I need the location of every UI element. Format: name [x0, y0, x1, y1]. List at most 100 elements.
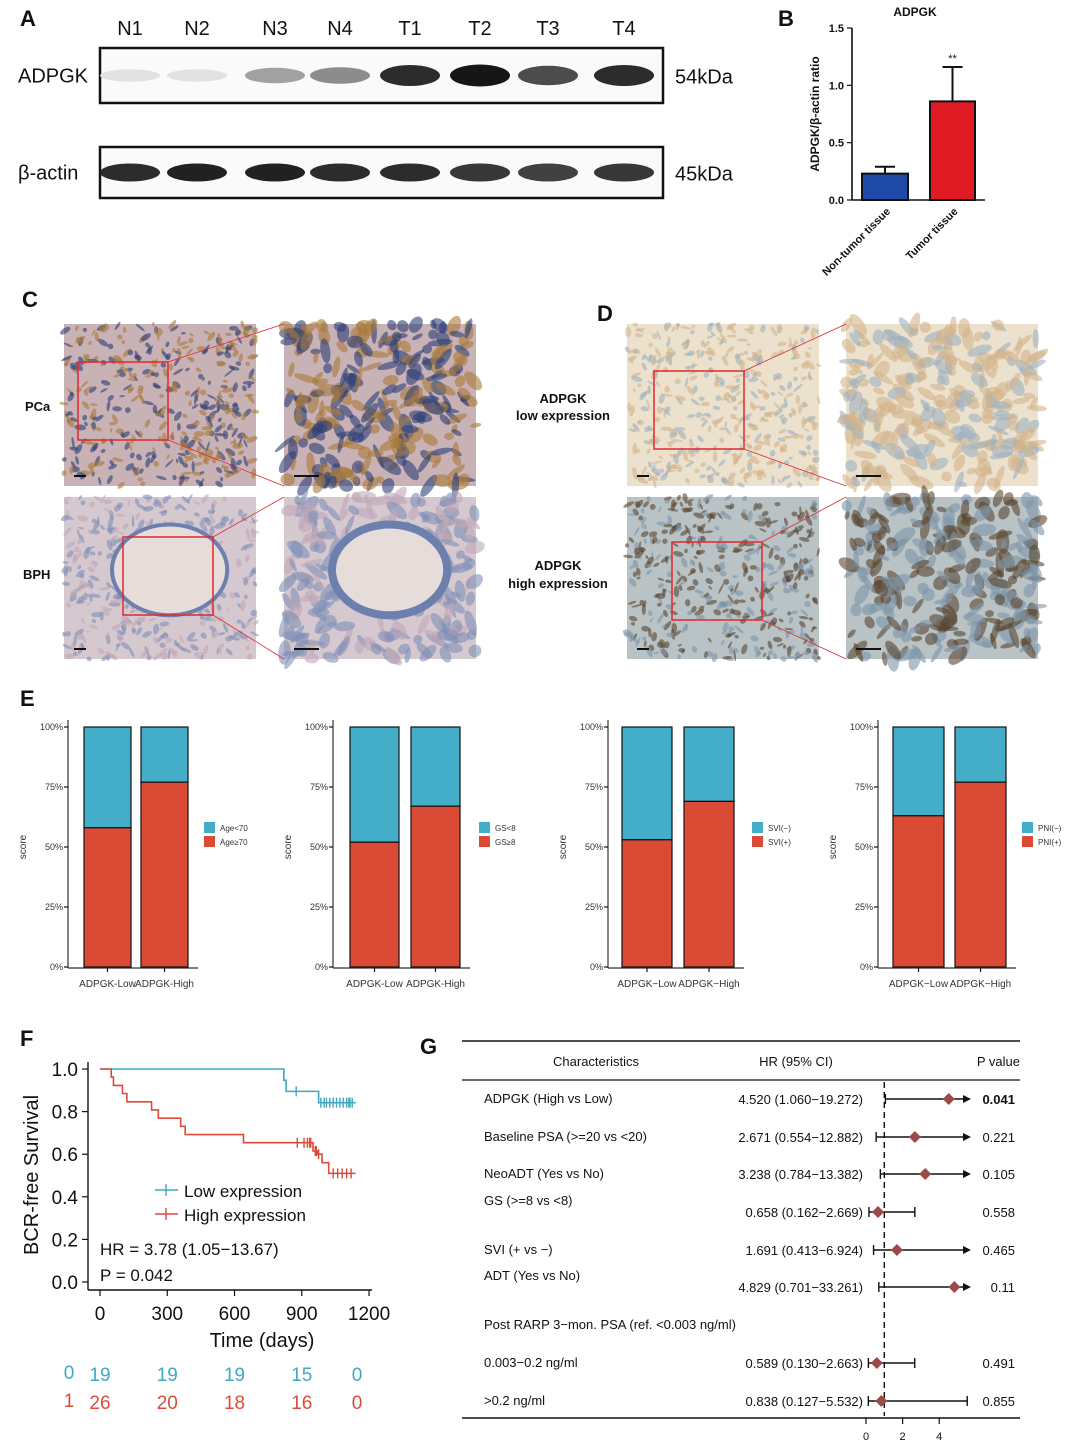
cell [77, 526, 85, 530]
cell [188, 420, 199, 427]
cell [73, 546, 80, 553]
cell [697, 538, 701, 548]
cell [200, 632, 207, 639]
cell [729, 503, 735, 509]
cell [759, 405, 766, 411]
cell [76, 569, 85, 578]
cell [656, 357, 665, 364]
cell [799, 543, 802, 548]
cell [290, 540, 303, 559]
cell [246, 435, 258, 443]
legend-label: PNI(+) [1038, 838, 1062, 847]
cell [769, 581, 779, 587]
cell [723, 394, 731, 404]
hr-ci-text: 4.829 (0.701−33.261) [738, 1280, 863, 1295]
cell [720, 640, 725, 646]
cell [281, 504, 299, 517]
cell [136, 453, 142, 461]
cell [82, 439, 92, 445]
cell [237, 336, 243, 344]
cell [628, 578, 637, 587]
cell [760, 623, 766, 632]
hr-marker [875, 1395, 888, 1407]
cell [351, 432, 365, 443]
cell [250, 609, 258, 617]
cell [671, 622, 678, 634]
cell [706, 465, 712, 471]
cell [167, 648, 171, 660]
cell [703, 340, 711, 348]
cell [941, 471, 952, 482]
hr-ci-text: 3.238 (0.784−13.382) [738, 1167, 863, 1182]
risk-count: 0 [352, 1365, 363, 1386]
cell [803, 576, 809, 581]
cell [333, 621, 356, 632]
cell [798, 573, 801, 581]
cell [951, 425, 973, 439]
cell [970, 622, 982, 639]
bar [861, 172, 909, 201]
blot-band [245, 163, 305, 182]
ci-arrow [963, 1095, 971, 1103]
cell [873, 387, 885, 395]
cell [810, 327, 816, 339]
inset-line [167, 439, 285, 487]
cell [888, 404, 904, 415]
risk-count: 20 [157, 1393, 178, 1414]
cell [217, 403, 224, 411]
cell [646, 471, 654, 479]
cell [133, 373, 137, 378]
cell [772, 653, 777, 659]
cell [692, 523, 697, 529]
cell [640, 516, 647, 525]
cell [850, 424, 859, 450]
cell [344, 515, 355, 535]
cell [1018, 442, 1038, 461]
cell [696, 349, 701, 354]
cell [468, 644, 482, 658]
cell [160, 509, 168, 517]
cell [289, 558, 297, 572]
cell [840, 317, 853, 333]
y-tick-label: 1.0 [52, 1060, 78, 1081]
cell [802, 558, 809, 564]
cell [1007, 542, 1019, 551]
cell [336, 341, 348, 353]
blot-band [518, 163, 578, 182]
cell [747, 549, 758, 556]
cell [241, 411, 247, 421]
blot-band [167, 69, 227, 82]
cell [643, 538, 647, 544]
cell [873, 541, 886, 556]
cell [282, 650, 295, 657]
cell [76, 528, 81, 541]
x-tick-label: ADPGK−High [678, 979, 739, 990]
cell [91, 329, 96, 336]
cell [95, 427, 102, 432]
cell [377, 360, 403, 371]
row-label: GS (>=8 vs <8) [484, 1193, 573, 1208]
cell [107, 343, 114, 350]
cell [751, 405, 762, 409]
cell [1030, 563, 1043, 583]
cell [770, 391, 776, 396]
y-tick-label: 100% [850, 722, 873, 732]
cell [154, 327, 159, 337]
cell [778, 618, 784, 623]
cell [124, 618, 131, 626]
cell [218, 341, 225, 350]
cell [734, 647, 739, 653]
cell [182, 462, 189, 468]
cell [787, 646, 792, 657]
cell [351, 460, 365, 474]
cell [798, 615, 809, 620]
cell [676, 398, 683, 405]
cell [311, 531, 326, 546]
bar-segment [410, 805, 461, 968]
cell [165, 341, 170, 348]
cell [137, 621, 142, 626]
cell [222, 496, 227, 502]
cell [427, 338, 453, 347]
cell [788, 616, 794, 624]
cell [925, 554, 936, 570]
